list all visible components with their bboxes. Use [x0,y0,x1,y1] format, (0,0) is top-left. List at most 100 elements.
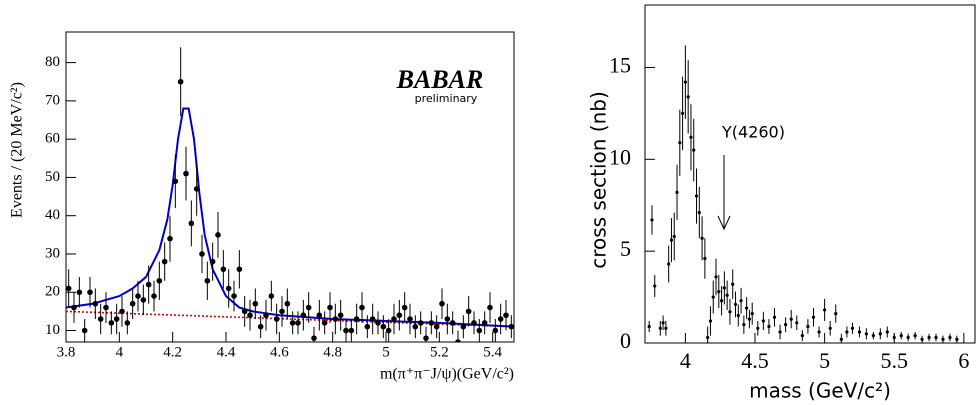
data-point [717,289,721,294]
data-point [417,320,424,326]
data-point [761,319,765,323]
data-point [289,320,296,326]
data-point [385,327,392,334]
data-point [113,316,120,322]
data-point [119,308,125,315]
data-point [686,95,690,99]
data-point [321,320,328,326]
y-tick-label: 60 [45,131,60,147]
data-point [678,141,682,145]
data-point [731,282,735,286]
data-point [172,178,179,185]
data-point [948,335,952,340]
x-tick-label: 5.5 [880,348,908,373]
data-point [92,300,99,307]
data-point [337,312,344,319]
y-tick-label: 40 [45,207,60,223]
data-point [295,320,301,326]
data-point [747,317,752,321]
data-point [955,337,959,341]
data-point [711,295,715,299]
data-point [739,299,743,303]
data-point [767,324,771,329]
y-axis-label: Events / (20 MeV/c²) [9,82,26,218]
data-point [806,324,810,329]
data-point [471,320,477,326]
data-point [316,312,323,319]
data-point [396,312,403,319]
data-point [878,332,882,336]
data-point [428,320,435,326]
background-line [66,310,514,328]
data-point [183,170,189,177]
x-tick-label: 4.2 [163,344,182,360]
fit-line [66,107,514,328]
x-axis-label: mass (GeV/c²) [749,379,891,403]
data-point [733,302,738,307]
data-point [828,326,832,330]
data-point [161,258,168,265]
data-point [694,194,699,198]
x-tick-label: 3.8 [57,344,76,360]
data-point [236,266,243,273]
data-point [885,330,889,334]
x-tick-label: 5.4 [483,344,502,360]
data-point [675,190,679,194]
data-point [647,324,651,329]
data-point [834,312,838,316]
data-point [156,277,163,284]
data-point [661,321,665,325]
data-point [129,300,136,307]
data-point [423,335,429,341]
data-point [653,284,657,288]
data-point [273,316,280,322]
plot-area [66,47,514,342]
data-point [444,316,451,322]
data-point [817,330,821,334]
data-point [941,337,945,341]
data-point [151,293,157,299]
data-point [209,258,216,265]
plot-area [647,45,959,343]
data-point [669,238,674,242]
resonance-arrowhead [717,215,731,231]
data-point [857,330,862,334]
data-point [789,317,793,321]
x-tick-label: 4.6 [270,344,289,360]
data-point [135,293,141,299]
data-point [481,320,488,326]
data-point [706,335,710,340]
data-point [672,234,676,239]
data-point [728,310,732,314]
data-point [103,304,109,311]
data-point [913,334,917,338]
data-point [359,304,365,311]
data-point [353,316,360,322]
data-point [700,236,704,240]
y-tick-label: 30 [45,245,60,261]
data-point [850,326,855,330]
data-point [927,335,931,340]
data-point [864,332,868,336]
data-point [263,312,269,319]
data-point [465,308,472,315]
data-point [327,304,333,311]
data-point [439,300,445,307]
data-point [455,339,461,342]
data-point [225,285,232,292]
y-tick-label: 80 [45,54,60,70]
data-point [407,316,413,322]
y-tick-label: 0 [620,328,631,353]
data-point [476,327,483,334]
x-tick-label: 4 [680,348,691,373]
data-point [412,323,419,330]
data-point [449,320,456,326]
data-point [252,300,259,307]
y-tick-label: 5 [620,236,631,261]
data-point [140,297,147,303]
data-point [736,313,740,318]
data-point [364,323,371,330]
data-point [714,275,718,279]
data-point [76,289,83,296]
data-point [247,312,253,319]
